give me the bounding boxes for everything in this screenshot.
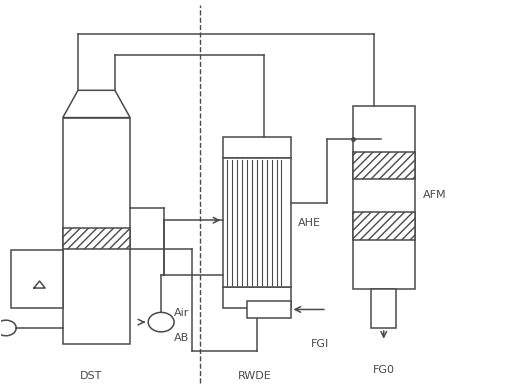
Text: AB: AB (174, 333, 189, 343)
Bar (371, 289, 396, 328)
Text: DST: DST (80, 371, 102, 380)
Text: FGI: FGI (311, 339, 330, 348)
Text: FG0: FG0 (373, 365, 395, 375)
Bar (223, 137, 291, 158)
Text: RWDE: RWDE (238, 371, 271, 380)
Bar (223, 158, 291, 287)
Bar (63, 118, 130, 344)
Bar (223, 287, 291, 308)
Text: AHE: AHE (298, 218, 321, 228)
Polygon shape (63, 90, 130, 118)
Bar (353, 152, 415, 179)
Bar (63, 228, 130, 249)
Bar (11, 250, 63, 308)
Text: Air: Air (174, 308, 189, 318)
Bar (353, 106, 415, 289)
Bar (353, 212, 415, 240)
Bar (247, 301, 291, 318)
Text: AFM: AFM (422, 190, 446, 201)
